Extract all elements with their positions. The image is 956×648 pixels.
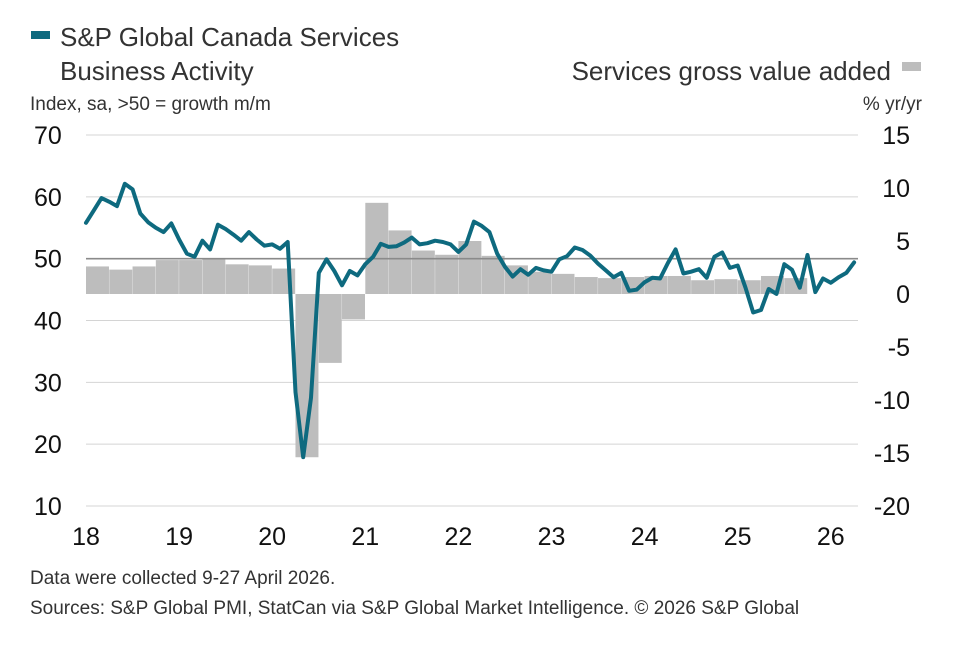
gva-bar bbox=[318, 294, 342, 363]
left-tick-label: 70 bbox=[34, 122, 62, 150]
gva-bar bbox=[155, 260, 179, 294]
gva-bar bbox=[458, 241, 482, 294]
x-axis-ticks: 18 19 20 21 22 23 24 25 26 bbox=[72, 523, 845, 551]
gva-bar bbox=[737, 280, 761, 294]
gva-bar bbox=[86, 266, 109, 294]
gva-bar bbox=[202, 259, 226, 294]
x-tick-label: 23 bbox=[538, 523, 566, 551]
pmi-line-path bbox=[84, 181, 857, 460]
right-tick-label: 0 bbox=[896, 281, 910, 309]
legend-line-swatch bbox=[31, 31, 50, 39]
left-tick-label: 20 bbox=[34, 431, 62, 459]
gva-bar bbox=[528, 271, 552, 294]
legend-bar-swatch bbox=[902, 62, 921, 71]
right-axis-note: % yr/yr bbox=[863, 94, 923, 115]
right-tick-label: -10 bbox=[874, 387, 910, 415]
x-tick-label: 26 bbox=[817, 523, 845, 551]
gva-bar bbox=[342, 294, 365, 320]
gva-bar bbox=[411, 250, 435, 294]
left-tick-label: 60 bbox=[34, 184, 62, 212]
gva-bar bbox=[481, 255, 505, 294]
right-tick-label: -20 bbox=[874, 493, 910, 521]
x-tick-label: 18 bbox=[72, 523, 100, 551]
gva-bar bbox=[667, 275, 691, 294]
gva-bar bbox=[295, 294, 319, 458]
gva-bar bbox=[598, 278, 622, 294]
x-tick-label: 25 bbox=[724, 523, 752, 551]
x-tick-label: 20 bbox=[258, 523, 286, 551]
x-tick-label: 21 bbox=[351, 523, 379, 551]
footer-note: Data were collected 9-27 April 2026. bbox=[30, 568, 336, 589]
left-tick-label: 10 bbox=[34, 493, 62, 521]
left-tick-label: 40 bbox=[34, 308, 62, 336]
gva-bar bbox=[179, 260, 203, 294]
left-axis-note: Index, sa, >50 = growth m/m bbox=[30, 94, 271, 115]
left-tick-label: 30 bbox=[34, 369, 62, 397]
right-tick-label: -5 bbox=[888, 334, 910, 362]
left-axis-ticks: 70 60 50 40 30 20 10 bbox=[34, 122, 62, 521]
gva-bar bbox=[435, 254, 459, 294]
gva-bar bbox=[551, 273, 575, 294]
legend-line-title-2: Business Activity bbox=[60, 56, 254, 86]
right-tick-label: 5 bbox=[896, 228, 910, 256]
gva-bar bbox=[248, 265, 272, 294]
gva-bar bbox=[691, 280, 715, 294]
gva-bar bbox=[574, 277, 598, 294]
x-tick-label: 24 bbox=[631, 523, 659, 551]
legend-bar-title: Services gross value added bbox=[572, 56, 891, 86]
left-tick-label: 50 bbox=[34, 246, 62, 274]
right-tick-label: 15 bbox=[882, 122, 910, 150]
legend-line-title-1: S&P Global Canada Services bbox=[60, 22, 399, 52]
gva-bar bbox=[714, 279, 738, 294]
gva-bar bbox=[109, 269, 133, 294]
pmi-line bbox=[84, 181, 857, 460]
gva-bars bbox=[86, 202, 808, 458]
x-tick-label: 19 bbox=[165, 523, 193, 551]
right-tick-label: 10 bbox=[882, 175, 910, 203]
right-tick-label: -15 bbox=[874, 440, 910, 468]
gva-bar bbox=[225, 264, 249, 294]
gva-bar bbox=[132, 266, 156, 294]
right-axis-ticks: 15 10 5 0 -5 -10 -15 -20 bbox=[874, 122, 910, 521]
gridlines bbox=[86, 134, 858, 507]
x-tick-label: 22 bbox=[444, 523, 472, 551]
footer-sources: Sources: S&P Global PMI, StatCan via S&P… bbox=[30, 598, 800, 619]
